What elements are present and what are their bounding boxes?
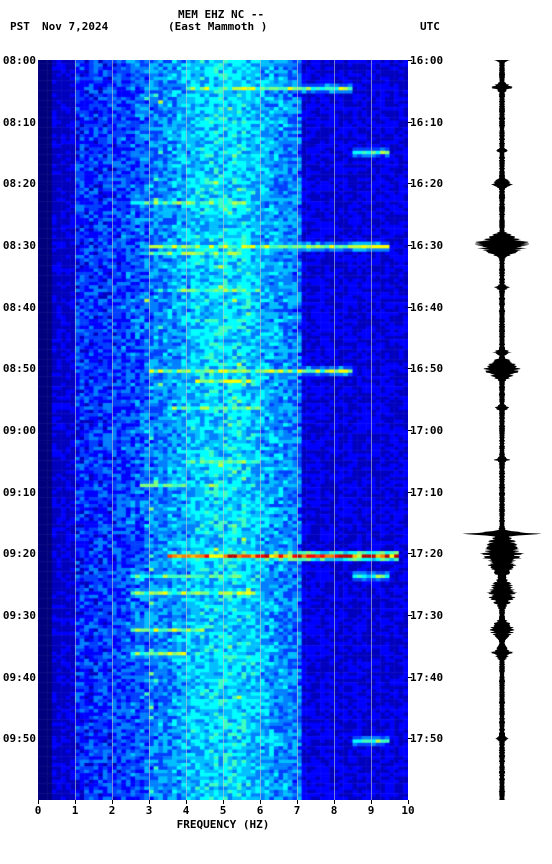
seismogram-waveform — [462, 60, 542, 800]
y-tick-label-left: 09:10 — [3, 486, 38, 499]
y-tick-label-right: 16:00 — [408, 54, 443, 67]
date: Nov 7,2024 — [42, 20, 108, 33]
y-tick-label-left: 08:00 — [3, 54, 38, 67]
y-tick-label-right: 16:10 — [408, 116, 443, 129]
seismogram-panel — [462, 60, 542, 800]
x-tick-label: 5 — [220, 804, 227, 817]
left-tz: PST — [10, 20, 30, 33]
y-tick-label-right: 17:10 — [408, 486, 443, 499]
gridline-v — [149, 60, 150, 800]
x-tick-label: 9 — [368, 804, 375, 817]
y-tick-label-right: 16:20 — [408, 177, 443, 190]
y-tick-label-right: 16:40 — [408, 301, 443, 314]
y-tick-right — [408, 492, 412, 493]
y-tick-label-left: 09:20 — [3, 547, 38, 560]
y-tick-label-right: 17:20 — [408, 547, 443, 560]
gridline-v — [260, 60, 261, 800]
gridline-v — [334, 60, 335, 800]
x-tick-label: 7 — [294, 804, 301, 817]
y-tick-label-right: 17:50 — [408, 732, 443, 745]
y-tick-right — [408, 183, 412, 184]
y-tick-right — [408, 615, 412, 616]
x-tick-label: 0 — [35, 804, 42, 817]
station-location: (East Mammoth ) — [168, 20, 267, 33]
y-tick-label-right: 16:50 — [408, 362, 443, 375]
y-tick-right — [408, 122, 412, 123]
y-tick-label-left: 09:50 — [3, 732, 38, 745]
y-tick-right — [408, 677, 412, 678]
seismogram-trace — [462, 60, 542, 800]
y-tick-right — [408, 60, 412, 61]
gridline-v — [75, 60, 76, 800]
y-tick-label-right: 17:40 — [408, 671, 443, 684]
spectrogram-plot: 08:0008:1008:2008:3008:4008:5009:0009:10… — [38, 60, 408, 800]
gridline-v — [223, 60, 224, 800]
x-tick-label: 10 — [401, 804, 414, 817]
gridline-v — [112, 60, 113, 800]
y-tick-label-right: 17:30 — [408, 609, 443, 622]
x-tick-label: 2 — [109, 804, 116, 817]
y-tick-label-left: 09:00 — [3, 424, 38, 437]
y-tick-label-right: 17:00 — [408, 424, 443, 437]
x-tick-label: 8 — [331, 804, 338, 817]
gridline-v — [186, 60, 187, 800]
x-tick-label: 4 — [183, 804, 190, 817]
gridline-v — [297, 60, 298, 800]
y-tick-right — [408, 368, 412, 369]
y-tick-label-left: 09:40 — [3, 671, 38, 684]
y-tick-label-left: 08:30 — [3, 239, 38, 252]
y-tick-label-left: 08:50 — [3, 362, 38, 375]
x-tick-label: 3 — [146, 804, 153, 817]
y-tick-right — [408, 738, 412, 739]
y-tick-right — [408, 245, 412, 246]
y-tick-right — [408, 307, 412, 308]
y-tick-label-left: 08:40 — [3, 301, 38, 314]
y-tick-label-left: 08:10 — [3, 116, 38, 129]
y-tick-label-left: 08:20 — [3, 177, 38, 190]
x-axis-title: FREQUENCY (HZ) — [38, 818, 408, 831]
y-tick-right — [408, 430, 412, 431]
x-tick-label: 6 — [257, 804, 264, 817]
gridline-v — [371, 60, 372, 800]
y-tick-label-right: 16:30 — [408, 239, 443, 252]
y-tick-right — [408, 553, 412, 554]
right-tz: UTC — [420, 20, 440, 33]
x-tick-label: 1 — [72, 804, 79, 817]
y-tick-label-left: 09:30 — [3, 609, 38, 622]
